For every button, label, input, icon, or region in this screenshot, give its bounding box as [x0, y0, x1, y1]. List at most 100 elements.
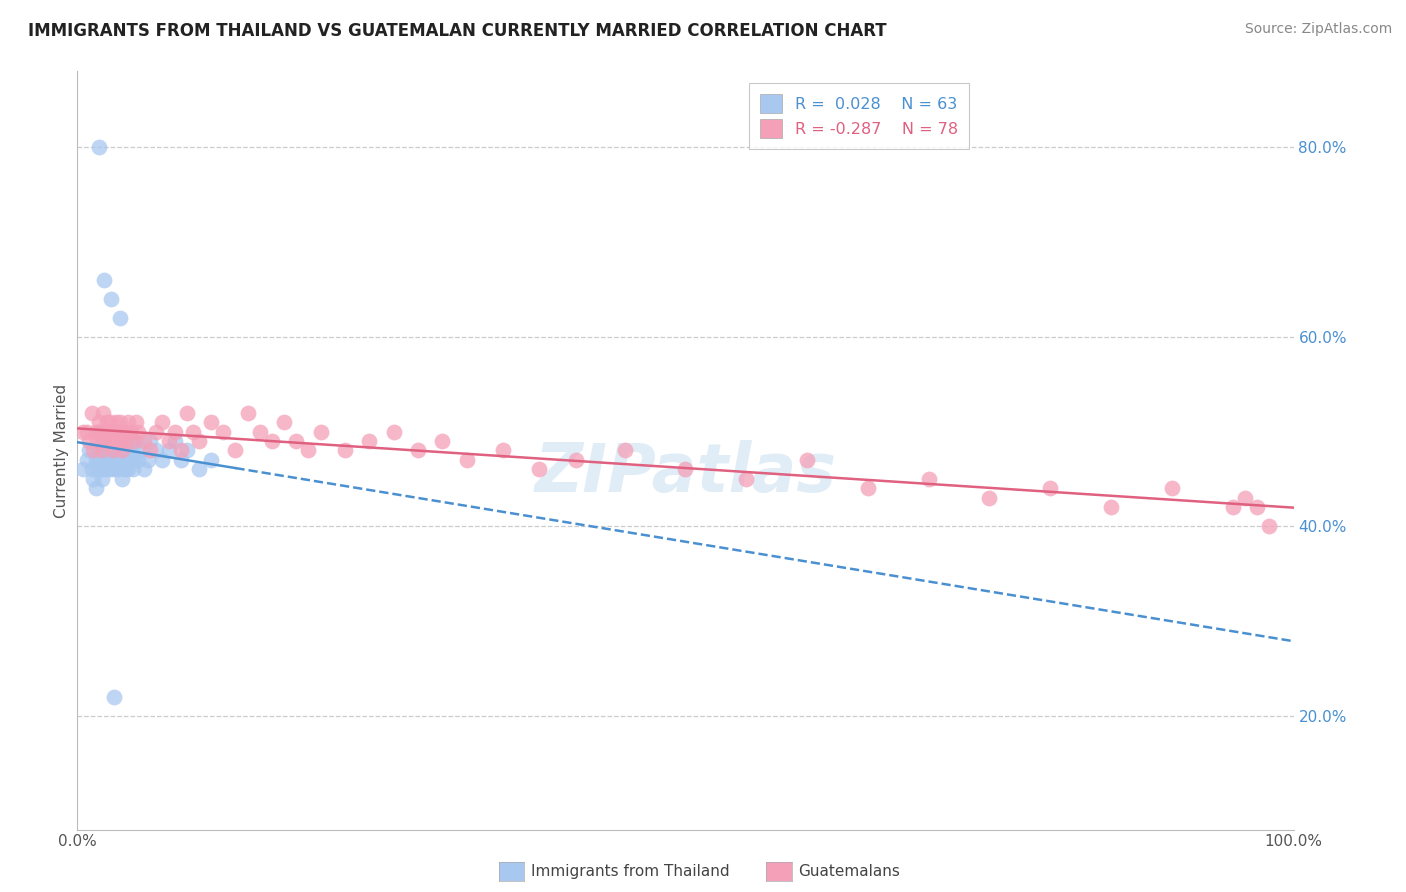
Point — [91, 434, 114, 448]
Point — [105, 415, 128, 429]
Point — [105, 453, 128, 467]
Point — [72, 462, 94, 476]
Point — [163, 425, 186, 439]
Point — [145, 425, 167, 439]
Point — [145, 443, 167, 458]
Point — [236, 405, 259, 420]
Point — [163, 434, 186, 448]
Point — [80, 462, 103, 476]
Point — [84, 425, 107, 439]
Point — [120, 453, 142, 467]
Point — [94, 434, 117, 448]
Point — [104, 462, 127, 476]
Point — [212, 425, 235, 439]
Point — [273, 415, 295, 429]
Point — [285, 434, 308, 448]
Point — [90, 443, 112, 458]
Point — [309, 425, 332, 439]
Point — [122, 462, 145, 476]
Point — [111, 443, 134, 458]
Point — [613, 443, 636, 458]
Point — [127, 425, 149, 439]
Point — [112, 425, 135, 439]
Point — [89, 415, 111, 429]
Point — [115, 443, 138, 458]
Point — [103, 443, 125, 458]
Point — [97, 443, 120, 458]
Point — [565, 453, 588, 467]
Point — [103, 425, 125, 439]
Point — [114, 462, 136, 476]
Point — [129, 443, 152, 458]
Point — [104, 434, 127, 448]
Point — [1039, 482, 1062, 496]
Point — [107, 462, 129, 476]
Point — [139, 443, 162, 458]
Point — [84, 482, 107, 496]
Point — [406, 443, 429, 458]
Point — [125, 415, 148, 429]
Point — [98, 415, 121, 429]
Text: Source: ZipAtlas.com: Source: ZipAtlas.com — [1244, 22, 1392, 37]
Point — [86, 462, 108, 476]
Point — [93, 273, 115, 287]
Point — [84, 453, 107, 467]
Point — [333, 443, 356, 458]
Point — [124, 453, 146, 467]
Point — [100, 462, 122, 476]
Point — [118, 434, 141, 448]
Point — [796, 453, 818, 467]
Text: Immigrants from Thailand: Immigrants from Thailand — [531, 864, 730, 879]
Point — [110, 425, 132, 439]
Point — [112, 453, 135, 467]
Point — [86, 434, 108, 448]
Point — [101, 443, 124, 458]
Point — [382, 425, 405, 439]
Point — [93, 462, 115, 476]
Y-axis label: Currently Married: Currently Married — [53, 384, 69, 517]
Point — [89, 453, 111, 467]
Point — [188, 434, 211, 448]
Point — [87, 443, 110, 458]
Point — [100, 425, 122, 439]
Point — [170, 453, 193, 467]
Point — [359, 434, 381, 448]
Point — [675, 462, 697, 476]
Point — [76, 425, 98, 439]
Point — [1233, 491, 1256, 505]
Point — [121, 443, 143, 458]
Point — [735, 472, 758, 486]
Point — [111, 472, 134, 486]
Point — [856, 482, 879, 496]
Point — [103, 690, 125, 704]
Point — [90, 472, 112, 486]
Point — [188, 462, 211, 476]
Point — [1222, 500, 1244, 515]
Point — [107, 434, 129, 448]
Point — [1099, 500, 1122, 515]
Point — [134, 462, 156, 476]
Point — [430, 434, 453, 448]
Point — [80, 405, 103, 420]
Point — [157, 443, 180, 458]
Point — [108, 310, 131, 325]
Point — [90, 443, 112, 458]
Point — [91, 405, 114, 420]
Point — [94, 443, 117, 458]
Point — [139, 434, 162, 448]
Point — [89, 425, 111, 439]
Point — [125, 434, 148, 448]
Point — [152, 415, 174, 429]
Point — [979, 491, 1001, 505]
Point — [108, 415, 131, 429]
Point — [89, 425, 111, 439]
Point — [152, 453, 174, 467]
Point — [89, 462, 111, 476]
Point — [176, 443, 198, 458]
Point — [181, 425, 204, 439]
Point — [134, 434, 156, 448]
Point — [72, 425, 94, 439]
Point — [96, 415, 118, 429]
Point — [117, 462, 139, 476]
Point — [79, 434, 101, 448]
